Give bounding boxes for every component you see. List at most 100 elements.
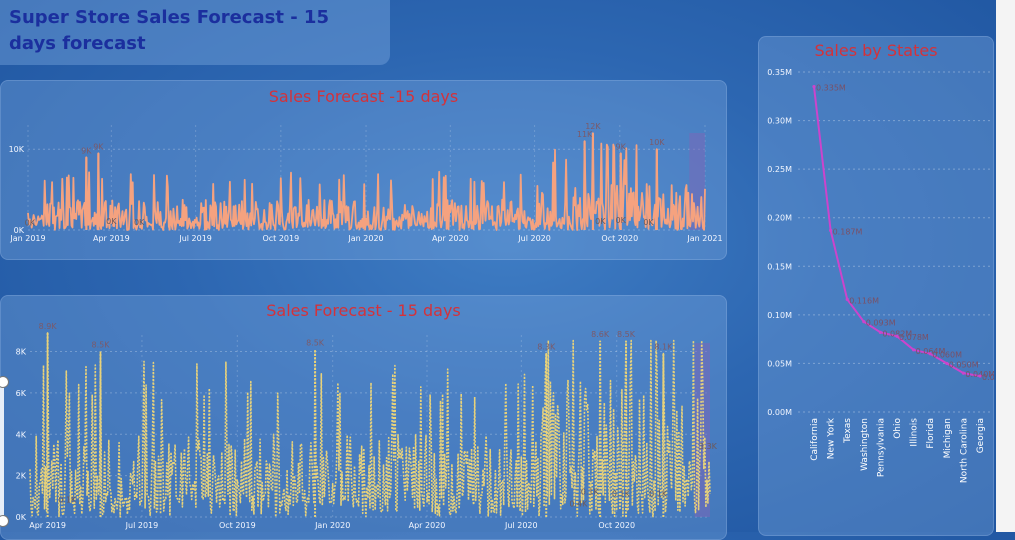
y-tick-label: 0.35M: [767, 68, 792, 77]
x-category-label: Pennsylvania: [876, 418, 886, 477]
x-tick-label: Oct 2020: [598, 521, 635, 530]
data-label: 0.1K: [58, 496, 77, 505]
data-label: 0.082M: [882, 329, 912, 338]
y-tick-label: 0K: [14, 226, 25, 235]
x-tick-label: Apr 2019: [29, 521, 66, 530]
data-label: 10K: [649, 138, 665, 147]
y-tick-label: 0.30M: [767, 117, 792, 126]
y-tick-label: 0.25M: [767, 165, 792, 174]
data-point: [829, 228, 833, 232]
data-label: 0.116M: [849, 296, 879, 305]
data-point: [912, 348, 916, 352]
data-label: 0.093M: [866, 319, 896, 328]
x-tick-label: Jan 2020: [314, 521, 350, 530]
data-label: 8.5K: [306, 338, 325, 347]
data-label: 8.3K: [537, 343, 556, 352]
data-label: 0.1K: [612, 489, 631, 498]
y-tick-label: 8K: [16, 348, 27, 357]
y-tick-label: 4K: [16, 430, 27, 439]
y-tick-label: 0K: [16, 513, 27, 522]
data-label: 8.9K: [39, 322, 58, 331]
x-tick-label: Jul 2019: [178, 234, 212, 243]
bottom-forecast-panel[interactable]: Sales Forecast - 15 days 0K 2K 4K 6K 8K Apr 2…: [0, 295, 727, 540]
x-category-label: Georgia: [976, 418, 986, 453]
y-tick-label: 0.00M: [767, 408, 792, 417]
range-slider-track[interactable]: [0, 380, 4, 520]
states-sales-chart[interactable]: 0.00M 0.05M 0.10M 0.15M 0.20M 0.25M 0.30M 0.35M…: [758, 36, 994, 536]
top-forecast-panel[interactable]: Sales Forecast -15 days 0K 10K Jan 2019 Apr…: [0, 80, 727, 260]
data-label: 9K: [616, 142, 627, 151]
y-tick-label: 2K: [16, 472, 27, 481]
data-label: 0K: [643, 218, 654, 227]
x-category-label: New York: [827, 417, 837, 459]
data-label: 0.060M: [932, 351, 962, 360]
x-tick-label: Jul 2019: [125, 521, 159, 530]
x-category-label: Washington: [860, 418, 870, 471]
data-label: 8.5K: [617, 330, 636, 339]
x-tick-label: Jan 2020: [347, 234, 383, 243]
data-point: [928, 352, 932, 356]
data-label: 0.050M: [949, 360, 979, 369]
data-label: 0K: [595, 217, 606, 226]
dashboard-title-card: Super Store Sales Forecast - 15 days for…: [0, 0, 390, 65]
data-label: 3.3K: [699, 442, 718, 451]
data-point: [978, 374, 982, 378]
data-label: 8.6K: [591, 330, 610, 339]
y-tick-label: 0.20M: [767, 214, 792, 223]
x-tick-label: Jan 2019: [9, 234, 45, 243]
top-forecast-chart[interactable]: 0K 10K Jan 2019 Apr 2019 Jul 2019 Oct 2019 Jan…: [0, 80, 727, 260]
data-label: 0.064M: [916, 347, 946, 356]
data-label: 0.1K: [649, 489, 668, 498]
data-label: 0.187M: [833, 227, 863, 236]
data-label: 9K: [81, 146, 92, 155]
x-tick-label: Oct 2019: [262, 234, 299, 243]
range-slider-handle-bottom[interactable]: [0, 515, 9, 527]
x-tick-label: Jan 2021: [686, 234, 722, 243]
data-point: [895, 334, 899, 338]
data-label: 11K: [577, 130, 593, 139]
range-slider-handle-top[interactable]: [0, 376, 9, 388]
y-tick-label: 0.05M: [767, 359, 792, 368]
window-edge: [996, 0, 1015, 532]
bottom-forecast-chart[interactable]: 0K 2K 4K 6K 8K Apr 2019 Jul 2019 Oct 2019 Jan 20…: [0, 295, 727, 540]
data-label: 0K: [106, 217, 117, 226]
x-tick-label: Jul 2020: [504, 521, 538, 530]
data-label: 0.1K: [581, 487, 600, 496]
y-tick-label: 6K: [16, 389, 27, 398]
series-line: [29, 332, 711, 518]
data-label: 0K: [134, 218, 145, 227]
data-point: [961, 371, 965, 375]
data-label: 8.5K: [92, 341, 111, 350]
x-tick-label: Apr 2020: [432, 234, 469, 243]
data-label: 8.1K: [654, 343, 673, 352]
data-label: 9K: [93, 142, 104, 151]
data-label: 0K: [616, 216, 627, 225]
data-label: 0.078M: [899, 333, 929, 342]
top-chart-title: Sales Forecast -15 days: [268, 87, 459, 106]
x-category-label: Ohio: [893, 418, 903, 439]
y-tick-label: 0.10M: [767, 311, 792, 320]
x-category-label: California: [810, 418, 820, 461]
data-label: 0.4K: [569, 500, 588, 509]
x-category-label: Illinois: [910, 418, 920, 447]
data-point: [862, 320, 866, 324]
x-category-label: North Carolina: [959, 418, 969, 483]
states-chart-title: Sales by States: [814, 41, 938, 60]
x-category-label: Michigan: [943, 418, 953, 458]
data-point: [812, 84, 816, 89]
y-tick-label: 0.15M: [767, 262, 792, 271]
data-point: [845, 297, 849, 301]
x-tick-label: Apr 2020: [409, 521, 446, 530]
data-point: [878, 330, 882, 334]
x-tick-label: Jul 2020: [517, 234, 551, 243]
bottom-chart-title: Sales Forecast - 15 days: [266, 301, 461, 320]
x-tick-label: Apr 2019: [93, 234, 130, 243]
x-category-label: Florida: [926, 418, 936, 449]
data-point: [945, 361, 949, 366]
data-label: 0.335M: [816, 84, 846, 93]
states-sales-panel[interactable]: Sales by States 0.00M 0.05M 0.10M 0.15M 0.20…: [758, 36, 994, 536]
dashboard-title: Super Store Sales Forecast - 15 days for…: [9, 7, 329, 54]
x-tick-label: Oct 2020: [601, 234, 638, 243]
data-label: 12K: [585, 122, 601, 131]
data-label: 0K: [25, 219, 36, 228]
